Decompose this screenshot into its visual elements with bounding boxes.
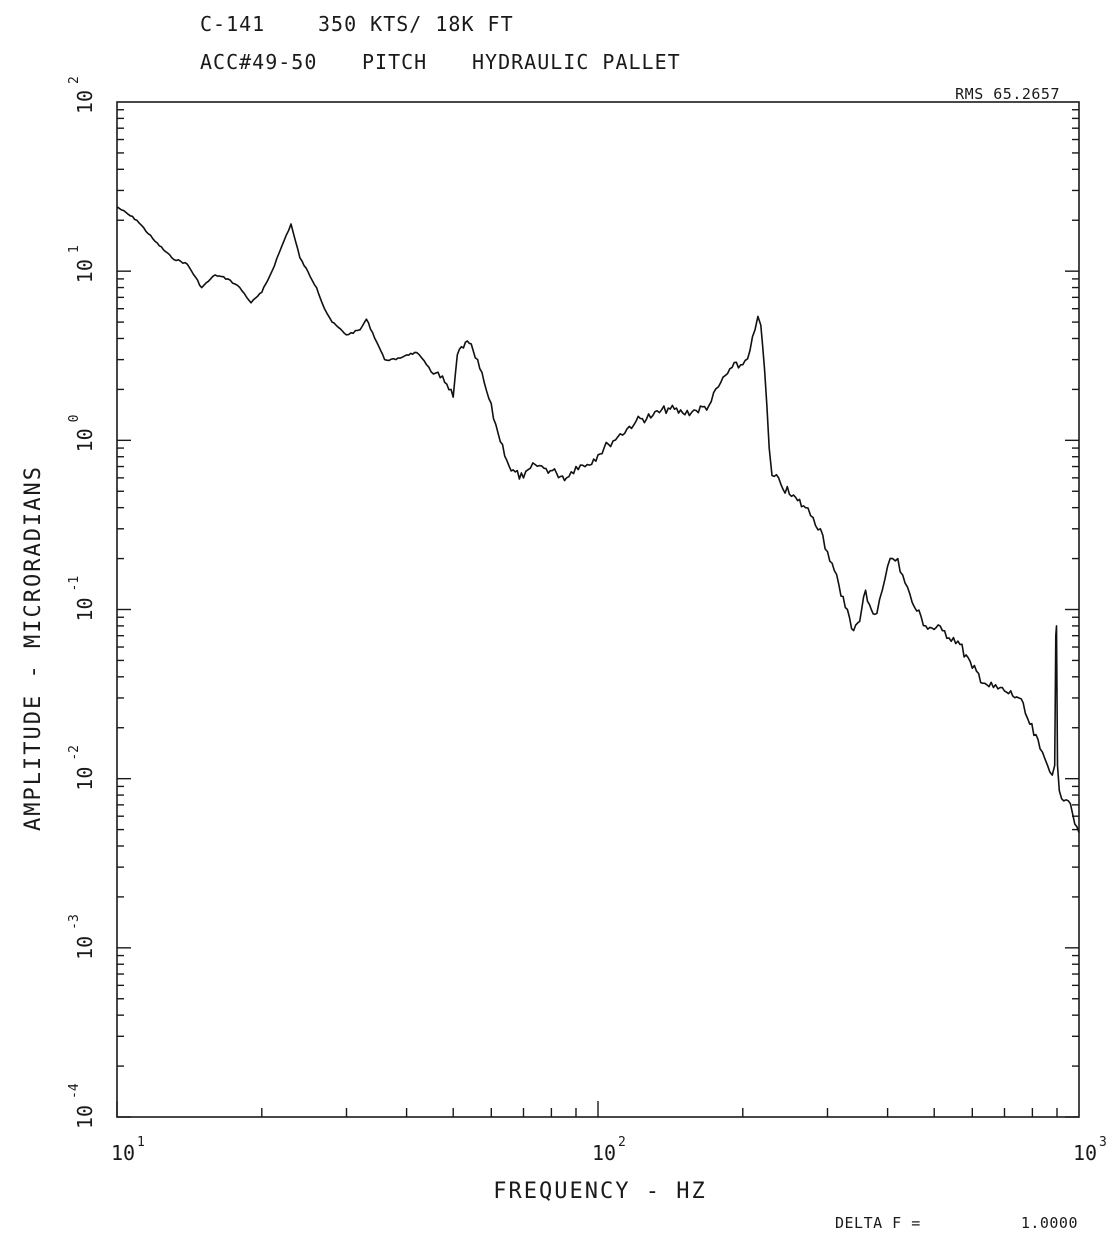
y-tick-label: 10-1 — [67, 576, 97, 622]
y-tick-label-base: 10 — [73, 259, 97, 283]
y-tick-label-exponent: 2 — [67, 76, 82, 84]
y-tick-label-base: 10 — [73, 597, 97, 621]
y-tick-label: 10-3 — [67, 914, 97, 960]
plot-frame — [116, 101, 1080, 1118]
y-tick-label-base: 10 — [73, 936, 97, 960]
delta-f-label: DELTA F = — [835, 1214, 921, 1232]
x-axis-ticks — [116, 1101, 1058, 1117]
header-aircraft: C-141 — [200, 12, 265, 36]
y-tick-label-exponent: -4 — [67, 1083, 82, 1099]
y-tick-label-exponent: 1 — [67, 245, 82, 253]
delta-f-value: 1.0000 — [1021, 1214, 1078, 1232]
y-tick-label-base: 10 — [73, 1105, 97, 1129]
delta-f-readout: DELTA F = 1.0000 — [835, 1214, 1078, 1232]
y-tick-label-exponent: -2 — [67, 745, 82, 761]
y-tick-label: 10 0 — [67, 415, 97, 453]
y-tick-label-base: 10 — [73, 767, 97, 791]
y-axis-label: AMPLITUDE - MICRORADIANS — [21, 465, 46, 831]
amplitude-spectrum-line — [116, 206, 1080, 833]
y-tick-label-base: 10 — [73, 90, 97, 114]
y-tick-label-exponent: -3 — [67, 914, 82, 930]
x-tick-label-base: 10 — [592, 1141, 616, 1165]
y-axis-ticks — [117, 109, 1079, 1118]
x-tick-label-exponent: 2 — [618, 1135, 626, 1150]
header-axis: PITCH — [362, 50, 427, 74]
header-condition: 350 KTS/ 18K FT — [318, 12, 514, 36]
x-tick-labels: 10 1 10 2 10 3 — [111, 1135, 1107, 1165]
rms-label: RMS 65.2657 — [955, 85, 1060, 103]
y-tick-label-base: 10 — [73, 428, 97, 452]
x-tick-label-base: 10 — [111, 1141, 135, 1165]
y-tick-label: 10-2 — [67, 745, 97, 791]
chart-header: C-141 350 KTS/ 18K FT ACC#49-50 PITCH HY… — [200, 12, 681, 74]
x-tick-label-base: 10 — [1073, 1141, 1097, 1165]
y-tick-label: 10 2 — [67, 76, 97, 114]
x-tick-label-exponent: 1 — [137, 1135, 145, 1150]
x-tick-label-exponent: 3 — [1099, 1135, 1107, 1150]
header-sensor: ACC#49-50 — [200, 50, 317, 74]
x-axis-label: FREQUENCY - HZ — [493, 1179, 706, 1204]
y-tick-label-exponent: 0 — [67, 415, 82, 423]
header-location: HYDRAULIC PALLET — [472, 50, 681, 74]
y-tick-label: 10 1 — [67, 245, 97, 283]
y-tick-label-exponent: -1 — [67, 576, 82, 592]
y-tick-label: 10-4 — [67, 1083, 97, 1129]
